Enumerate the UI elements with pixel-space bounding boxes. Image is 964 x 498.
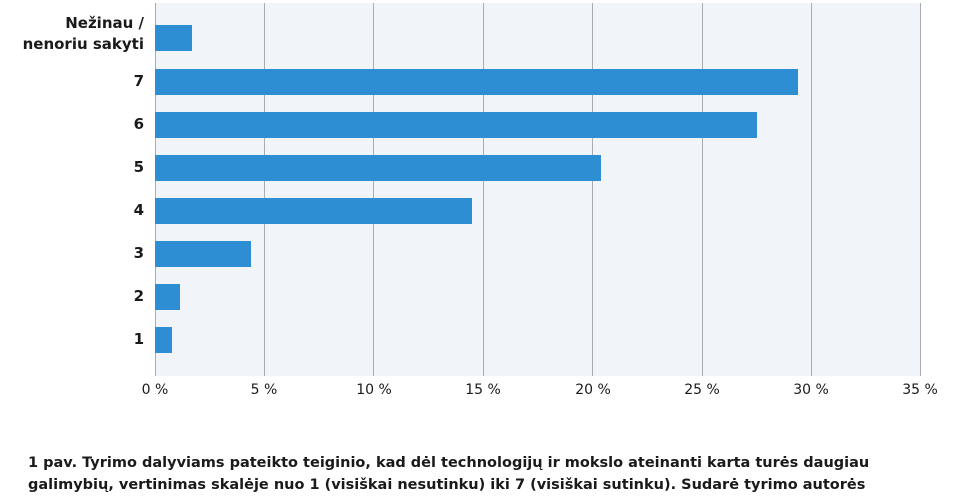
y-label-7: 7	[133, 72, 144, 90]
x-tick-30: 30 %	[793, 382, 829, 398]
gridline-15	[483, 3, 484, 376]
x-tick-15: 15 %	[465, 382, 501, 398]
y-label-3: 3	[133, 244, 144, 262]
bar-4	[155, 198, 472, 224]
y-label-nezinau: Nežinau / nenoriu sakyti	[0, 13, 144, 55]
y-label-2: 2	[133, 287, 144, 305]
figure-caption: 1 pav. Tyrimo dalyviams pateikto teigini…	[28, 455, 870, 493]
bar-3	[155, 241, 251, 267]
gridline-20	[592, 3, 593, 376]
bar-6	[155, 112, 757, 138]
gridline-30	[811, 3, 812, 376]
y-label-6: 6	[133, 115, 144, 133]
y-label-line1: Nežinau /	[65, 14, 144, 32]
bar-7	[155, 69, 798, 95]
bar-2	[155, 284, 180, 310]
plot-area	[155, 3, 921, 376]
x-tick-35: 35 %	[902, 382, 938, 398]
x-tick-20: 20 %	[575, 382, 611, 398]
bar-1	[155, 327, 172, 353]
y-label-5: 5	[133, 158, 144, 176]
bar-nezinau	[155, 25, 192, 51]
x-tick-10: 10 %	[356, 382, 392, 398]
y-label-line2: nenoriu sakyti	[22, 35, 144, 53]
x-tick-0: 0 %	[141, 382, 169, 398]
gridline-35	[920, 3, 921, 376]
bar-5	[155, 155, 601, 181]
y-label-4: 4	[133, 201, 144, 219]
gridline-25	[702, 3, 703, 376]
gridline-5	[264, 3, 265, 376]
x-tick-25: 25 %	[684, 382, 720, 398]
y-label-1: 1	[133, 330, 144, 348]
gridline-0	[155, 3, 156, 376]
x-tick-5: 5 %	[250, 382, 278, 398]
gridline-10	[373, 3, 374, 376]
